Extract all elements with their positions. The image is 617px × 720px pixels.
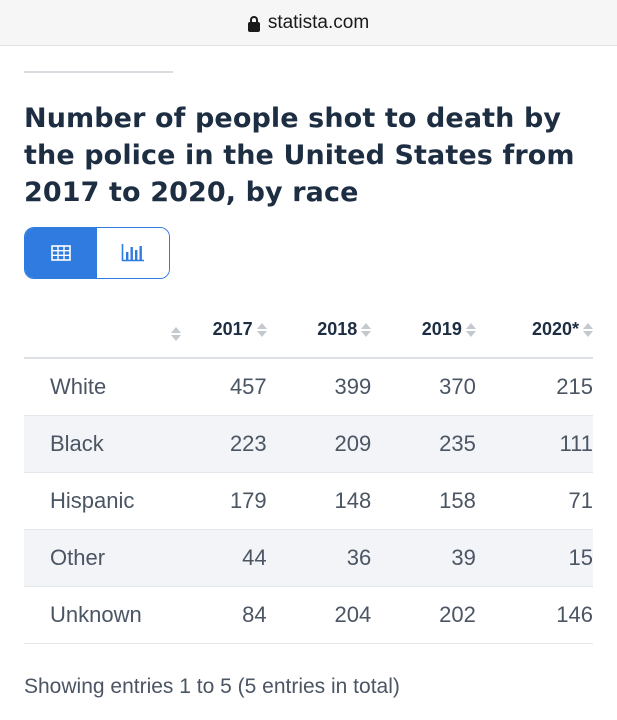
table-cell: 148 bbox=[334, 487, 372, 513]
column-header-text: 2020* bbox=[531, 319, 579, 339]
table-cell: 39 bbox=[451, 544, 476, 570]
table-cell: 370 bbox=[439, 373, 476, 399]
table-icon bbox=[51, 245, 71, 261]
table-cell: 215 bbox=[556, 373, 593, 399]
table-cell: 209 bbox=[334, 430, 372, 456]
table-cell: 146 bbox=[556, 601, 593, 627]
section-divider bbox=[24, 71, 173, 73]
table-cell: 36 bbox=[346, 544, 372, 570]
column-header-text: 2019 bbox=[421, 319, 462, 339]
row-label: White bbox=[50, 373, 107, 399]
column-header-label[interactable] bbox=[24, 302, 181, 358]
lock-icon bbox=[247, 15, 260, 32]
row-label: Unknown bbox=[50, 601, 142, 627]
url-display[interactable]: statista.com bbox=[247, 11, 370, 34]
page-title: Number of people shot to death by the po… bbox=[24, 103, 575, 208]
table-cell: 399 bbox=[334, 373, 372, 399]
column-header-2017[interactable]: 2017 bbox=[181, 302, 267, 358]
table-cell: 204 bbox=[334, 601, 372, 627]
bar-chart-icon bbox=[121, 244, 144, 262]
table-cell: 223 bbox=[229, 430, 267, 456]
table-header-row: 2017 2018 2019 2020* bbox=[24, 302, 593, 358]
table-row: White 457 399 370 215 bbox=[24, 358, 593, 415]
sort-icon bbox=[465, 323, 476, 337]
table-cell: 111 bbox=[559, 430, 593, 456]
row-label: Other bbox=[50, 544, 106, 570]
column-header-text: 2017 bbox=[212, 319, 253, 339]
column-header-2020[interactable]: 2020* bbox=[476, 302, 593, 358]
table-row: Unknown 84 204 202 146 bbox=[24, 586, 593, 643]
table-cell: 44 bbox=[242, 544, 267, 570]
chart-view-button[interactable] bbox=[97, 228, 169, 278]
sort-icon bbox=[256, 323, 267, 337]
table-cell: 457 bbox=[229, 373, 267, 399]
data-table: 2017 2018 2019 2020* White bbox=[24, 302, 593, 644]
table-cell: 158 bbox=[439, 487, 476, 513]
table-cell: 179 bbox=[229, 487, 267, 513]
table-cell: 235 bbox=[439, 430, 476, 456]
table-row: Hispanic 179 148 158 71 bbox=[24, 472, 593, 529]
column-header-2018[interactable]: 2018 bbox=[267, 302, 372, 358]
table-cell: 71 bbox=[568, 487, 593, 513]
view-toggle bbox=[24, 227, 170, 279]
table-row: Other 44 36 39 15 bbox=[24, 529, 593, 586]
column-header-2019[interactable]: 2019 bbox=[371, 302, 476, 358]
table-cell: 15 bbox=[568, 544, 593, 570]
table-cell: 202 bbox=[439, 601, 476, 627]
entries-summary: Showing entries 1 to 5 (5 entries in tot… bbox=[24, 675, 400, 698]
sort-icon bbox=[170, 327, 181, 342]
url-text: statista.com bbox=[267, 11, 370, 33]
table-cell: 84 bbox=[242, 601, 267, 627]
table-view-button[interactable] bbox=[25, 228, 97, 278]
sort-icon bbox=[583, 323, 593, 337]
column-header-text: 2018 bbox=[317, 319, 358, 339]
sort-icon bbox=[361, 323, 372, 337]
row-label: Hispanic bbox=[50, 487, 135, 513]
browser-url-bar[interactable]: statista.com bbox=[0, 0, 617, 46]
table-row: Black 223 209 235 111 bbox=[24, 415, 593, 472]
row-label: Black bbox=[50, 430, 104, 456]
